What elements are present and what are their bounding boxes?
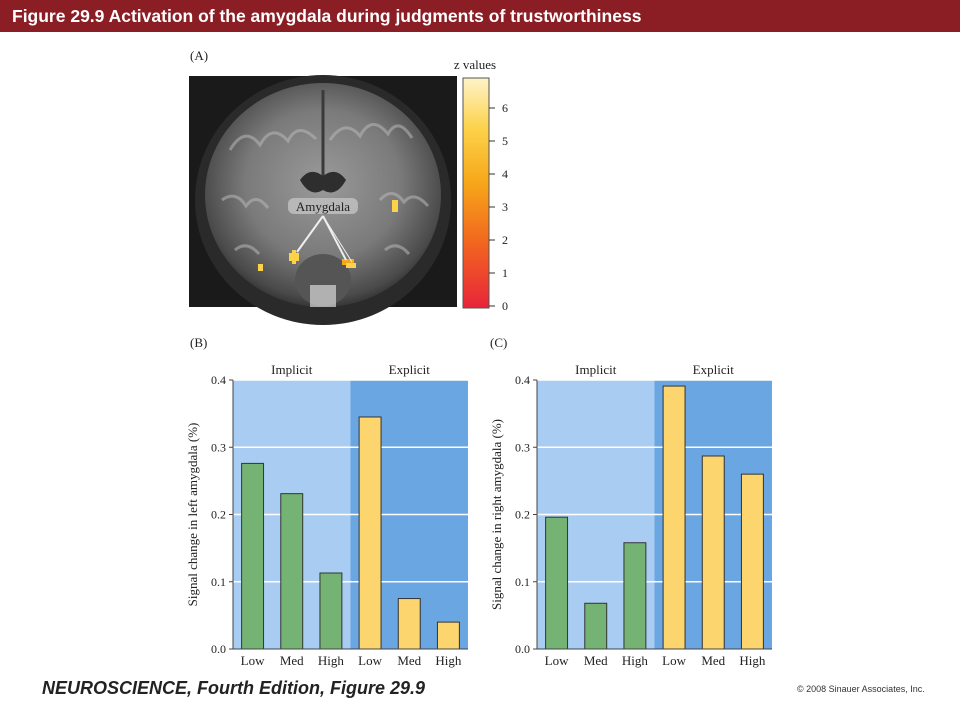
title-bar: Figure 29.9 Activation of the amygdala d… bbox=[0, 0, 960, 32]
colorbar-tick-label: 4 bbox=[502, 167, 508, 181]
bar bbox=[280, 493, 304, 650]
category-label: Low bbox=[662, 653, 686, 668]
right-amygdala-chart: Implicit Explicit Low Med High Low Med High 0.0 0… bbox=[489, 362, 772, 668]
bar bbox=[740, 473, 764, 650]
bar bbox=[623, 542, 647, 650]
colorbar-gradient bbox=[462, 77, 490, 309]
bar bbox=[662, 385, 686, 650]
bar bbox=[358, 416, 382, 650]
group-label: Implicit bbox=[575, 362, 617, 377]
page-title: Figure 29.9 Activation of the amygdala d… bbox=[12, 5, 642, 26]
bar bbox=[545, 516, 569, 650]
y-tick-label: 0.2 bbox=[515, 508, 530, 522]
category-label: Med bbox=[584, 653, 608, 668]
group-label: Explicit bbox=[693, 362, 735, 377]
brain-mri-image: Amygdala bbox=[189, 75, 457, 325]
z-colorbar: z values 0 1 2 3 4 5 6 bbox=[454, 57, 508, 313]
category-label: Med bbox=[280, 653, 304, 668]
category-label: High bbox=[622, 653, 649, 668]
group-label: Implicit bbox=[271, 362, 313, 377]
category-label: Med bbox=[397, 653, 421, 668]
bar bbox=[241, 462, 265, 650]
panel-b-label: (B) bbox=[190, 335, 208, 350]
amygdala-annotation: Amygdala bbox=[296, 199, 350, 214]
footer-copyright: © 2008 Sinauer Associates, Inc. bbox=[797, 684, 925, 694]
panel-c-label: (C) bbox=[490, 335, 508, 350]
colorbar-tick-label: 6 bbox=[502, 101, 508, 115]
bar bbox=[584, 602, 608, 650]
colorbar-tick-label: 5 bbox=[502, 134, 508, 148]
bar bbox=[397, 598, 421, 650]
y-tick-label: 0.0 bbox=[211, 642, 226, 656]
y-axis-label: Signal change in left amygdala (%) bbox=[185, 423, 200, 607]
category-label: Low bbox=[545, 653, 569, 668]
colorbar-tick-label: 3 bbox=[502, 200, 508, 214]
category-label: High bbox=[435, 653, 462, 668]
category-label: Med bbox=[701, 653, 725, 668]
y-tick-label: 0.4 bbox=[515, 373, 530, 387]
y-axis-label: Signal change in right amygdala (%) bbox=[489, 419, 504, 610]
y-tick-label: 0.3 bbox=[515, 440, 530, 454]
y-tick-label: 0.1 bbox=[515, 575, 530, 589]
colorbar-tick-label: 2 bbox=[502, 233, 508, 247]
y-tick-label: 0.1 bbox=[211, 575, 226, 589]
y-tick-label: 0.0 bbox=[515, 642, 530, 656]
category-label: Low bbox=[358, 653, 382, 668]
footer-book-title: NEUROSCIENCE, Fourth Edition, Figure 29.… bbox=[42, 678, 426, 698]
y-tick-label: 0.4 bbox=[211, 373, 226, 387]
category-label: High bbox=[739, 653, 766, 668]
y-tick-label: 0.3 bbox=[211, 440, 226, 454]
y-tick-label: 0.2 bbox=[211, 508, 226, 522]
bar bbox=[701, 455, 725, 650]
colorbar-tick-label: 1 bbox=[502, 266, 508, 280]
bar bbox=[436, 621, 460, 650]
colorbar-tick-label: 0 bbox=[502, 299, 508, 313]
left-amygdala-chart: Implicit Explicit Low Med High Low Med High 0.0 0… bbox=[185, 362, 468, 668]
category-label: Low bbox=[241, 653, 265, 668]
category-label: High bbox=[318, 653, 345, 668]
panel-a-label: (A) bbox=[190, 48, 209, 63]
colorbar-title: z values bbox=[454, 57, 496, 72]
bar bbox=[319, 572, 343, 650]
group-label: Explicit bbox=[389, 362, 431, 377]
